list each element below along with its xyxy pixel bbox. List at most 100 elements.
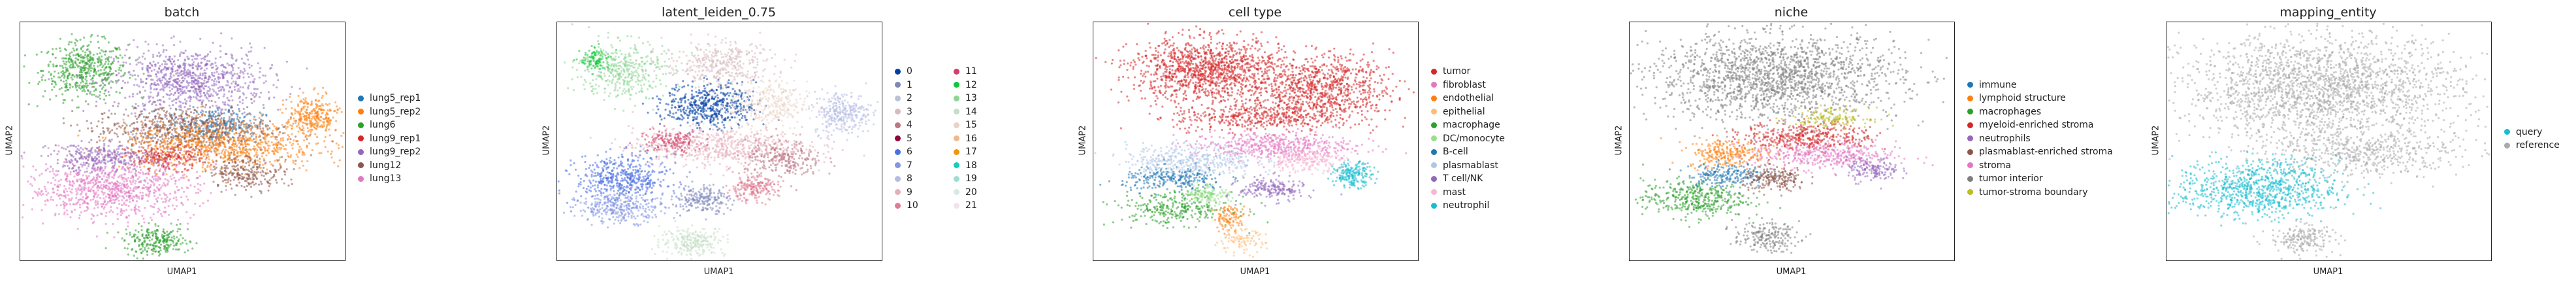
cell-point: [70, 76, 72, 79]
cell-point: [243, 132, 246, 135]
cell-point: [114, 192, 116, 195]
cell-point: [227, 167, 229, 169]
cell-point: [150, 63, 153, 67]
cell-point: [92, 181, 95, 184]
cell-point: [191, 139, 193, 142]
cell-point: [67, 60, 70, 62]
cell-point: [54, 144, 57, 147]
cell-point: [137, 208, 140, 211]
cell-point: [212, 105, 214, 107]
cell-point: [183, 146, 185, 149]
cell-point: [212, 145, 214, 148]
cell-point: [147, 132, 150, 135]
cell-point: [266, 168, 268, 171]
cell-point: [76, 63, 78, 66]
cell-point: [78, 206, 82, 209]
cell-point: [276, 149, 279, 151]
cell-point: [163, 139, 166, 142]
cell-point: [164, 114, 167, 116]
cell-point: [155, 198, 157, 201]
cell-point: [272, 132, 274, 135]
cell-point: [234, 194, 236, 196]
cell-point: [244, 166, 246, 168]
cell-point: [93, 192, 95, 194]
cell-point: [246, 158, 249, 160]
cell-point: [267, 140, 270, 143]
cell-point: [152, 176, 154, 179]
cell-point: [220, 131, 223, 133]
cell-point: [203, 94, 206, 97]
cell-point: [193, 153, 196, 156]
cell-point: [283, 132, 286, 134]
cell-point: [259, 71, 261, 73]
cell-point: [161, 164, 163, 166]
cell-point: [333, 110, 336, 113]
cell-point: [74, 57, 77, 60]
cell-point: [248, 50, 250, 53]
cell-point: [62, 117, 65, 120]
cell-point: [77, 145, 80, 147]
cell-point: [281, 124, 283, 126]
cell-point: [252, 81, 255, 84]
cell-point: [183, 91, 185, 94]
cell-point: [231, 118, 233, 120]
cell-point: [135, 103, 137, 105]
cell-point: [242, 99, 244, 101]
cell-point: [267, 147, 270, 150]
cell-point: [106, 78, 109, 80]
cell-point: [74, 86, 77, 89]
cell-point: [171, 100, 174, 103]
cell-point: [242, 177, 244, 180]
cell-point: [22, 203, 25, 206]
cell-point: [310, 124, 313, 127]
cell-point: [262, 74, 265, 77]
cell-point: [217, 76, 220, 79]
cell-point: [82, 67, 84, 69]
cell-point: [184, 66, 186, 69]
cell-point: [178, 151, 182, 154]
cell-point: [260, 118, 263, 121]
cell-point: [150, 96, 152, 98]
cell-point: [193, 185, 196, 188]
cell-point: [106, 73, 109, 76]
cell-point: [106, 152, 110, 155]
cell-point: [225, 167, 227, 170]
cell-point: [242, 72, 245, 75]
cell-point: [280, 137, 282, 140]
cell-point: [191, 164, 194, 167]
cell-point: [146, 151, 148, 154]
cell-point: [244, 152, 247, 155]
cell-point: [140, 133, 142, 135]
cell-point: [107, 196, 110, 199]
cell-point: [162, 121, 165, 124]
cell-point: [176, 144, 179, 147]
cell-point: [327, 150, 329, 153]
cell-point: [203, 113, 206, 116]
cell-point: [180, 88, 183, 91]
cell-point: [238, 77, 241, 79]
cell-point: [191, 75, 194, 77]
cell-point: [163, 183, 166, 186]
cell-point: [101, 35, 104, 38]
cell-point: [182, 127, 185, 130]
cell-point: [145, 149, 148, 152]
cell-point: [197, 191, 200, 194]
cell-point: [141, 152, 144, 154]
cell-point: [166, 179, 169, 181]
cell-point: [223, 160, 225, 163]
cell-point: [289, 124, 292, 127]
cell-point: [142, 96, 145, 98]
cell-point: [236, 77, 238, 80]
cell-point: [255, 140, 257, 143]
cell-point: [89, 92, 91, 95]
cell-point: [178, 92, 180, 94]
cell-point: [121, 209, 123, 212]
cell-point: [259, 134, 261, 137]
cell-point: [108, 50, 111, 53]
cell-point: [88, 59, 91, 62]
cell-point: [140, 168, 142, 171]
cell-point: [181, 132, 184, 134]
cell-point: [233, 137, 236, 139]
cell-point: [188, 146, 191, 149]
cell-point: [273, 175, 276, 177]
